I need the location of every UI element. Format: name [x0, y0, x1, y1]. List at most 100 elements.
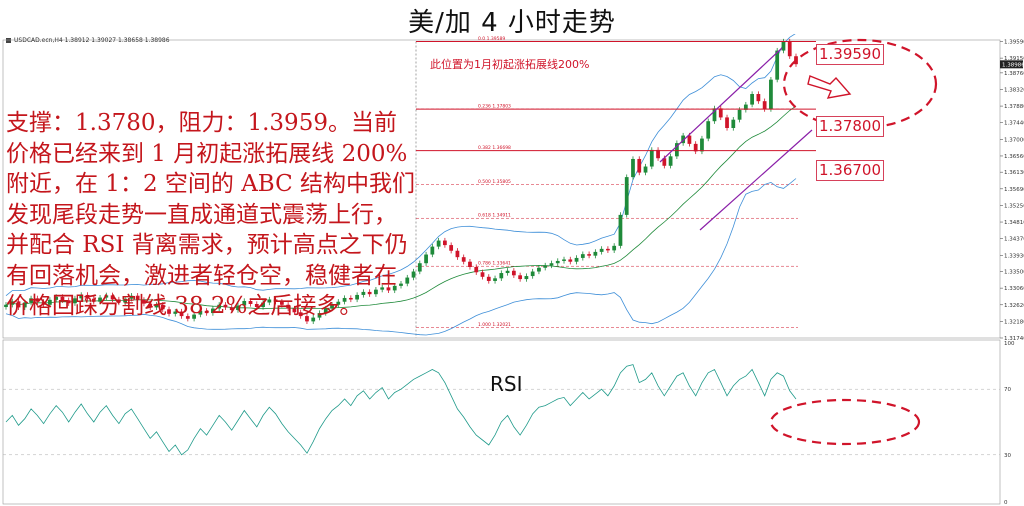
rsi-panel: 30 70 100 0	[3, 341, 1015, 506]
candle-body	[10, 301, 15, 305]
current-price-label: 1.38986	[1002, 62, 1024, 68]
price-label-resistance: 1.39590	[816, 44, 884, 65]
y-tick-label: 1.33930	[1004, 253, 1024, 259]
candle-body	[192, 314, 196, 319]
y-tick-label: 1.33060	[1004, 286, 1024, 292]
candle-body	[355, 294, 359, 300]
rsi-divergence-ellipse	[769, 398, 921, 446]
candle-body	[204, 310, 209, 314]
candle-body	[323, 308, 328, 314]
candle-body	[499, 273, 504, 279]
rsi-level-label: 70	[1004, 387, 1011, 393]
candle-body	[286, 304, 291, 309]
candle-body	[160, 304, 165, 310]
candle-body	[129, 295, 134, 299]
bollinger-lower-line	[5, 178, 797, 336]
candle-body	[142, 299, 146, 304]
price-label-lower: 1.36700	[816, 160, 884, 181]
candle-body	[468, 261, 472, 267]
candle-body	[430, 246, 435, 255]
y-tick-label: 1.34370	[1004, 237, 1024, 243]
candle-body	[411, 271, 416, 278]
candle-body	[718, 108, 723, 118]
candle-body	[693, 143, 698, 152]
candle-body	[549, 263, 554, 266]
candle-body	[54, 296, 59, 300]
candle-body	[555, 260, 560, 264]
candle-body	[762, 101, 767, 110]
candle-body	[731, 119, 736, 129]
fib-level-label: 1.000 1.32021	[478, 322, 511, 328]
candle-body	[580, 254, 585, 258]
candle-body	[637, 158, 642, 173]
y-tick-label: 1.35250	[1004, 203, 1024, 209]
candle-body	[493, 278, 497, 281]
candle-body	[35, 298, 40, 302]
rsi-line	[5, 364, 797, 456]
candle-body	[148, 303, 153, 308]
candle-body	[29, 298, 33, 303]
candle-body	[254, 304, 259, 308]
candle-body	[436, 240, 441, 247]
candle-body	[606, 248, 610, 251]
candle-body	[386, 287, 391, 291]
candle-body	[273, 299, 278, 302]
candle-body	[681, 135, 686, 144]
y-tick-label: 1.37880	[1004, 104, 1024, 110]
candle-body	[769, 79, 773, 110]
candle-body	[624, 177, 629, 215]
candle-body	[223, 304, 228, 308]
candle-body	[380, 287, 385, 290]
y-tick-label: 1.31740	[1004, 336, 1024, 342]
candle-body	[631, 158, 635, 178]
y-tick-label: 1.37000	[1004, 137, 1024, 143]
candle-body	[348, 297, 353, 300]
candle-body	[361, 291, 366, 295]
candle-body	[449, 245, 454, 251]
candle-body	[330, 304, 334, 309]
y-tick-label: 1.37440	[1004, 121, 1024, 127]
candle-body	[743, 104, 748, 110]
candle-body	[154, 304, 159, 308]
candle-body	[687, 135, 692, 144]
candle-body	[775, 50, 780, 80]
candle-body	[123, 298, 128, 303]
candle-body	[248, 300, 253, 305]
candle-body	[85, 294, 90, 299]
rsi-axis-label: 0	[1004, 500, 1008, 506]
candle-body	[374, 289, 378, 295]
candle-body	[405, 277, 410, 284]
annotations	[769, 38, 938, 446]
rsi-level-label: 30	[1004, 453, 1011, 459]
candle-body	[367, 291, 372, 295]
candle-body	[524, 276, 529, 280]
candle-body	[22, 302, 27, 308]
page-title: 美/加 4 小时走势	[408, 8, 616, 38]
symbol-text: USDCAD.ecn,H4 1.38912 1.39027 1.38658 1.…	[14, 37, 170, 44]
candle-body	[292, 308, 297, 313]
candle-body	[179, 311, 184, 317]
candle-body	[455, 250, 460, 258]
candle-body	[399, 283, 403, 286]
channel-upper-line	[659, 47, 783, 163]
candle-body	[443, 240, 447, 246]
fib-level-label: 0.500 1.35805	[478, 179, 511, 185]
candle-body	[173, 311, 178, 314]
arrow-icon	[807, 75, 852, 99]
candle-body	[737, 109, 742, 120]
candle-body	[4, 304, 8, 308]
symbol-icon	[6, 38, 11, 43]
candle-body	[781, 41, 786, 51]
candle-body	[618, 214, 623, 246]
candle-body	[185, 316, 190, 319]
candle-body	[480, 272, 485, 277]
fib-note: 此位置为1月初起涨拓展线200%	[430, 58, 590, 71]
candle-body	[98, 297, 102, 302]
candle-body	[750, 94, 754, 105]
candle-body	[48, 299, 52, 305]
candle-body	[474, 266, 479, 273]
candle-body	[79, 294, 84, 299]
candle-body	[242, 300, 247, 306]
candle-body	[511, 270, 516, 276]
candle-body	[712, 108, 717, 122]
